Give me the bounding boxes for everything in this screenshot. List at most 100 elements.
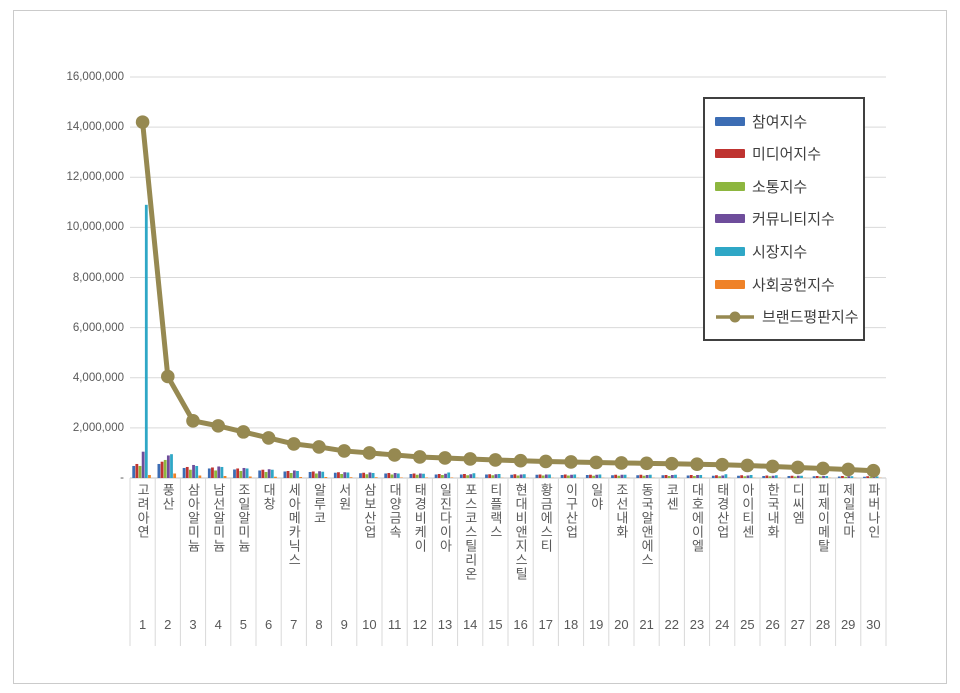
category-label-rank10: 삼보산업 — [361, 483, 377, 539]
y-axis-tick-label: 2,000,000 — [72, 421, 124, 434]
legend-label: 미디어지수 — [752, 146, 822, 164]
category-label-rank26: 한국내화 — [765, 483, 781, 539]
line-marker-rank14 — [463, 452, 478, 466]
bar-커뮤니티지수-rank14 — [469, 474, 473, 478]
category-label-rank5: 조일알미늄 — [235, 483, 251, 553]
legend-swatch-icon — [715, 214, 745, 224]
rank-label: 27 — [790, 617, 806, 632]
bar-사회공헌지수-rank3 — [198, 475, 202, 478]
bar-커뮤니티지수-rank6 — [267, 469, 271, 478]
legend-label: 참여지수 — [752, 113, 808, 131]
bar-참여지수-rank9 — [333, 472, 337, 478]
bar-시장지수-rank12 — [422, 473, 425, 478]
bar-미디어지수-rank25 — [740, 475, 744, 478]
y-axis-tick-label: 6,000,000 — [72, 321, 124, 334]
bar-미디어지수-rank2 — [160, 461, 164, 478]
bar-참여지수-rank15 — [485, 474, 488, 478]
bar-커뮤니티지수-rank28 — [822, 475, 825, 478]
bar-미디어지수-rank30 — [866, 476, 870, 478]
bar-미디어지수-rank1 — [135, 463, 139, 478]
category-label-rank2: 풍산 — [160, 483, 176, 511]
legend-swatch-icon — [715, 181, 745, 191]
bar-커뮤니티지수-rank24 — [721, 475, 725, 478]
bar-소통지수-rank13 — [441, 474, 444, 478]
bar-커뮤니티지수-rank13 — [444, 473, 447, 478]
rank-label: 20 — [614, 617, 629, 632]
rank-label: 16 — [513, 617, 528, 632]
category-label-rank16: 현대비앤지스틸 — [513, 483, 529, 581]
rank-label: 4 — [214, 617, 222, 632]
category-label-rank27: 디씨엠 — [790, 483, 806, 525]
category-label-rank20: 조선내화 — [613, 483, 629, 539]
category-label-rank15: 티플랙스 — [487, 483, 503, 539]
bar-커뮤니티지수-rank3 — [192, 464, 195, 478]
bar-소통지수-rank2 — [163, 459, 167, 478]
rank-label: 2 — [164, 617, 172, 632]
bar-미디어지수-rank21 — [639, 474, 643, 478]
bar-소통지수-rank14 — [466, 475, 469, 478]
rank-label: 6 — [264, 617, 273, 632]
bar-소통지수-rank7 — [289, 472, 293, 478]
bar-미디어지수-rank12 — [412, 473, 416, 478]
category-label-rank4: 남선알미늄 — [210, 483, 226, 553]
line-marker-rank2 — [161, 369, 175, 384]
line-marker-rank10 — [362, 446, 377, 460]
bar-참여지수-rank14 — [459, 474, 463, 478]
legend-label: 커뮤니티지수 — [752, 211, 835, 229]
y-axis-tick-label: 12,000,000 — [66, 171, 124, 184]
legend-item: 브랜드평판지수 — [715, 306, 859, 327]
bar-소통지수-rank20 — [617, 475, 621, 478]
line-marker-rank17 — [539, 454, 553, 469]
legend: 참여지수 미디어지수 소통지수 커뮤니티지수 시장지수 사회공헌지수 브랜드평판지수 — [703, 97, 865, 341]
bar-시장지수-rank6 — [270, 469, 274, 478]
bar-미디어지수-rank13 — [437, 473, 441, 478]
bar-시장지수-rank9 — [346, 472, 350, 478]
category-label-rank19: 일야 — [588, 483, 604, 511]
rank-label: 23 — [689, 617, 705, 632]
bar-참여지수-rank12 — [409, 473, 413, 478]
bar-미디어지수-rank20 — [614, 474, 618, 478]
bar-참여지수-rank22 — [661, 475, 665, 478]
bar-사회공헌지수-rank10 — [374, 477, 378, 478]
line-marker-rank27 — [791, 460, 805, 475]
legend-item: 커뮤니티지수 — [715, 208, 859, 229]
bar-사회공헌지수-rank4 — [223, 475, 227, 478]
bar-시장지수-rank30 — [875, 476, 879, 478]
category-label-rank17: 황금에스티 — [538, 483, 554, 553]
bar-시장지수-rank11 — [396, 473, 400, 478]
line-marker-rank23 — [690, 457, 704, 472]
bar-소통지수-rank19 — [592, 475, 595, 478]
bar-시장지수-rank21 — [648, 474, 652, 478]
line-marker-rank29 — [841, 462, 855, 477]
bar-커뮤니티지수-rank10 — [368, 472, 372, 478]
bar-미디어지수-rank26 — [765, 475, 769, 478]
rank-label: 29 — [840, 617, 856, 632]
bar-참여지수-rank19 — [585, 474, 589, 478]
bar-시장지수-rank7 — [296, 470, 299, 478]
category-label-rank12: 태경비케이 — [412, 483, 428, 553]
legend-swatch-icon — [715, 116, 745, 126]
bar-소통지수-rank24 — [718, 476, 721, 478]
bar-미디어지수-rank23 — [689, 474, 693, 478]
category-label-rank30: 파버나인 — [865, 483, 881, 539]
rank-label: 5 — [239, 617, 247, 632]
line-marker-rank4 — [211, 419, 225, 433]
bar-참여지수-rank20 — [611, 475, 614, 478]
bar-사회공헌지수-rank1 — [148, 474, 151, 478]
bar-소통지수-rank25 — [743, 476, 747, 478]
rank-label: 17 — [538, 617, 554, 632]
bar-소통지수-rank6 — [264, 471, 268, 478]
bar-미디어지수-rank27 — [790, 475, 794, 478]
bar-미디어지수-rank24 — [715, 475, 718, 478]
bar-참여지수-rank26 — [762, 475, 766, 478]
bar-소통지수-rank18 — [567, 475, 570, 478]
bar-커뮤니티지수-rank25 — [746, 475, 750, 478]
bar-소통지수-rank26 — [768, 476, 772, 478]
legend-item: 미디어지수 — [715, 143, 859, 164]
bar-참여지수-rank6 — [258, 470, 262, 478]
category-label-rank22: 코센 — [664, 483, 680, 511]
bar-시장지수-rank4 — [220, 466, 224, 478]
bar-시장지수-rank15 — [497, 473, 501, 478]
bar-미디어지수-rank8 — [311, 471, 315, 478]
